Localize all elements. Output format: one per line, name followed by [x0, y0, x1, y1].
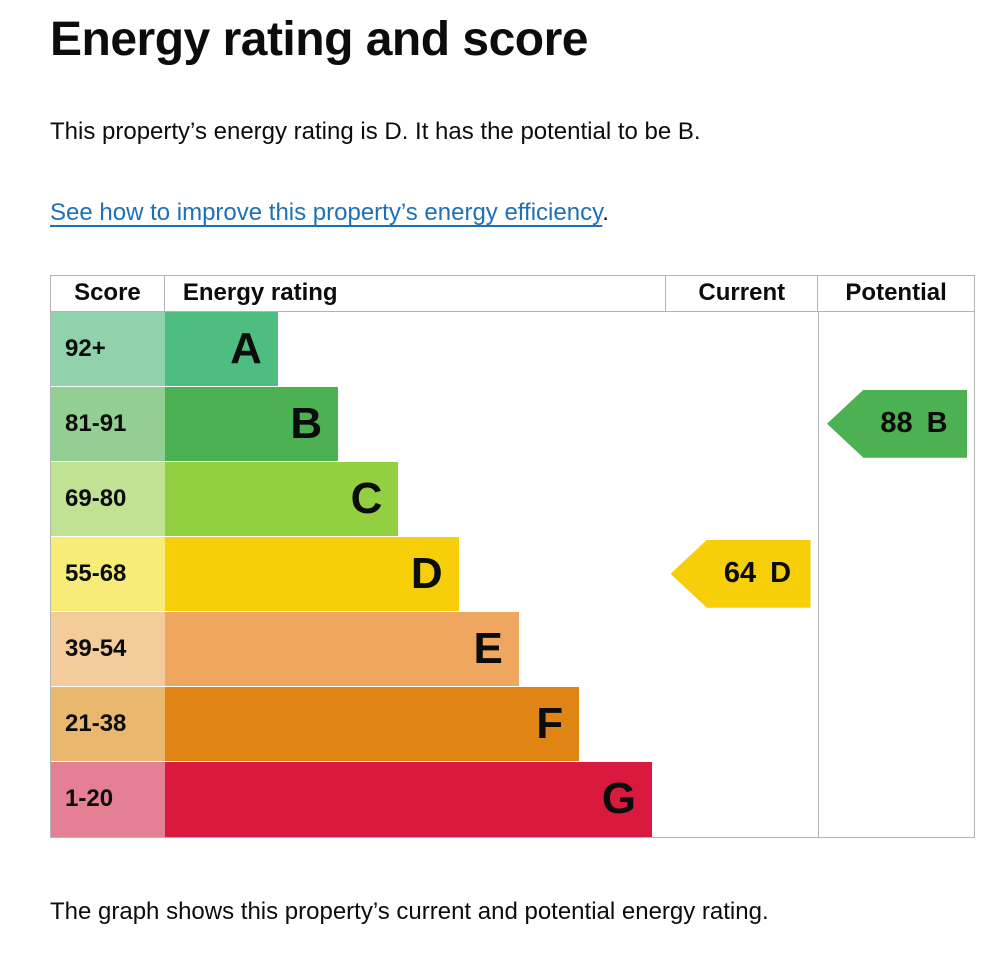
page-title: Energy rating and score	[50, 13, 589, 66]
band-letter: C	[350, 473, 383, 523]
rating-summary-text: This property’s energy rating is D. It h…	[50, 117, 701, 145]
chart-header-row: Score Energy rating Current Potential	[51, 275, 975, 312]
band-bar: G	[165, 761, 652, 837]
band-bar-track: B	[165, 386, 667, 461]
band-row-f: 21-38 F	[51, 686, 667, 762]
band-bar-track: A	[165, 311, 667, 386]
header-score: Score	[51, 275, 165, 311]
band-score-range: 69-80	[51, 461, 165, 536]
improve-link-suffix: .	[602, 198, 609, 226]
chart-caption: The graph shows this property’s current …	[50, 897, 769, 925]
header-potential: Potential	[818, 275, 975, 311]
current-rating-column: 64 D	[667, 311, 819, 837]
band-bar: E	[165, 611, 519, 686]
band-row-g: 1-20 G	[51, 761, 667, 837]
header-current: Current	[666, 275, 819, 311]
band-bar: D	[165, 536, 459, 611]
band-bar-track: F	[165, 686, 667, 761]
current-rating-value: 64	[723, 557, 757, 590]
band-bar-track: G	[165, 761, 667, 837]
band-score-range: 92+	[51, 311, 165, 386]
band-bar: A	[165, 311, 278, 386]
band-score-range: 81-91	[51, 386, 165, 461]
band-row-d: 55-68 D	[51, 536, 667, 612]
band-score-range: 21-38	[51, 686, 165, 761]
band-letter: D	[410, 548, 443, 598]
band-row-e: 39-54 E	[51, 611, 667, 687]
energy-rating-chart: Score Energy rating Current Potential 92…	[50, 274, 975, 838]
page-content: Energy rating and score This property’s …	[50, 13, 975, 925]
band-bar-track: E	[165, 611, 667, 686]
band-row-b: 81-91 B	[51, 386, 667, 462]
improve-efficiency-link[interactable]: See how to improve this property’s energ…	[50, 198, 603, 226]
band-letter: B	[290, 398, 323, 448]
bands-column: 92+ A 81-91 B 69-8	[51, 311, 667, 837]
band-bar-track: D	[165, 536, 667, 611]
potential-rating-value: 88	[880, 407, 913, 440]
potential-rating-column: 88 B	[819, 311, 975, 837]
band-bar: F	[165, 686, 580, 761]
current-rating-arrow: 64 D	[670, 539, 811, 608]
band-score-range: 55-68	[51, 536, 165, 611]
band-bar: B	[165, 386, 339, 461]
band-letter: F	[536, 698, 564, 748]
band-score-range: 39-54	[51, 611, 165, 686]
current-rating-letter: D	[770, 557, 792, 590]
band-bar-track: C	[165, 461, 667, 536]
band-letter: A	[230, 323, 262, 373]
improve-link-line: See how to improve this property’s energ…	[50, 199, 975, 227]
band-letter: E	[473, 623, 503, 673]
band-bar: C	[165, 461, 399, 536]
band-letter: G	[601, 774, 636, 824]
band-score-range: 1-20	[51, 761, 165, 837]
header-energy-rating: Energy rating	[165, 275, 667, 311]
potential-rating-arrow: 88 B	[827, 389, 967, 458]
band-row-a: 92+ A	[51, 311, 667, 387]
chart-body: 92+ A 81-91 B 69-8	[51, 311, 975, 838]
band-row-c: 69-80 C	[51, 461, 667, 537]
potential-rating-letter: B	[926, 407, 948, 440]
